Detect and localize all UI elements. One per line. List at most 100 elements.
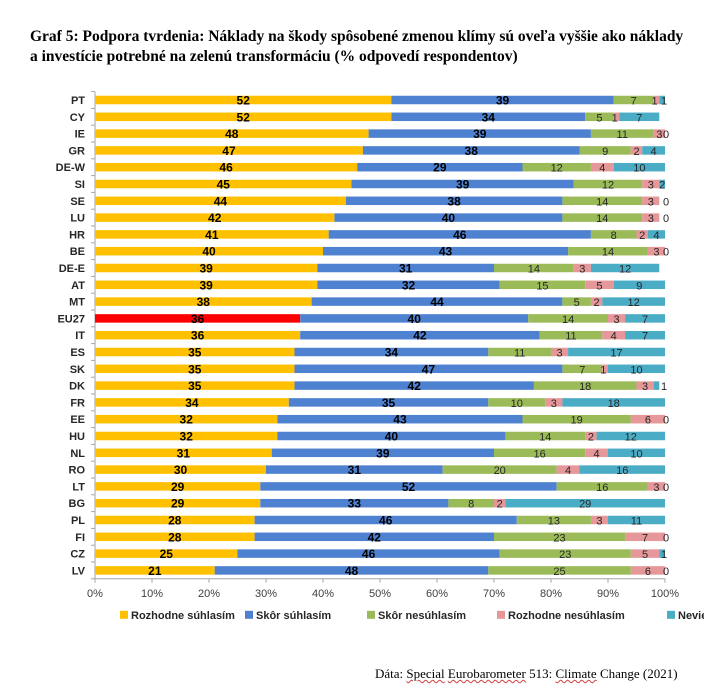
bar-segment [647, 482, 665, 491]
chart-title: Graf 5: Podpora tvrdenia: Náklady na ško… [30, 28, 684, 65]
data-label: 47 [422, 362, 436, 376]
bar-segment [95, 330, 301, 340]
data-label: 48 [345, 564, 359, 578]
data-label: 16 [533, 448, 545, 460]
data-label: 21 [148, 564, 162, 578]
x-tick-label: 40% [312, 588, 334, 600]
bar-segment [619, 112, 660, 122]
data-label: 14 [528, 264, 540, 276]
bar-segment [653, 381, 660, 390]
bar-segment [590, 230, 637, 239]
data-label: 0 [663, 566, 669, 578]
category-label: IE [75, 129, 85, 141]
data-label: 4 [599, 163, 605, 175]
category-label: SI [75, 179, 85, 191]
data-label: 32 [180, 413, 194, 427]
data-label: 25 [160, 547, 174, 561]
data-label: 12 [625, 432, 637, 444]
data-label: 36 [191, 312, 205, 326]
legend: Rozhodne súhlasím Skôr súhlasím Skôr nesúh… [120, 610, 704, 622]
bar-segment [317, 280, 500, 290]
data-label: 16 [596, 482, 608, 494]
category-label: RO [69, 465, 86, 477]
data-label: 39 [496, 94, 510, 108]
data-label: 32 [180, 430, 194, 444]
data-label: 14 [562, 314, 574, 326]
bar-segment [294, 347, 489, 357]
data-label: 2 [594, 297, 600, 309]
source-number: 513: [529, 666, 553, 681]
bar-segment [659, 179, 665, 189]
bar-segment [602, 364, 608, 374]
legend-swatch [120, 610, 128, 619]
data-label: 46 [362, 547, 376, 561]
bar-segment [642, 213, 660, 222]
category-label: FI [75, 532, 85, 544]
bar-segment [647, 230, 665, 239]
category-label: PT [71, 95, 85, 107]
data-label: 46 [453, 228, 467, 242]
data-label: 41 [205, 228, 219, 242]
bars [95, 95, 665, 575]
bar-segment [95, 465, 266, 474]
bar-segment [499, 549, 631, 558]
bar-segment [95, 448, 272, 458]
bar-segment [95, 532, 255, 542]
data-label: 39 [376, 446, 390, 460]
bar-segment [613, 95, 654, 105]
bar-segment [585, 280, 614, 290]
bar-segment [556, 465, 580, 474]
data-label: 31 [177, 446, 191, 460]
bar-segment [95, 364, 295, 374]
bar-segment [95, 414, 278, 424]
bar-segment [590, 129, 654, 138]
bar-segment [522, 414, 631, 424]
bar-segment [95, 549, 238, 558]
category-label: GR [69, 145, 86, 157]
data-label: 34 [185, 396, 199, 410]
data-label: 34 [482, 110, 496, 124]
data-label: 9 [602, 146, 608, 158]
data-label: 16 [616, 465, 628, 477]
x-tick-label: 100% [651, 588, 679, 600]
category-label: SK [70, 364, 85, 376]
data-label: 5 [642, 549, 648, 561]
bar-segment [573, 263, 591, 273]
bar-segment [568, 347, 665, 357]
bar-segment [573, 179, 643, 189]
bar-segment [630, 549, 660, 558]
data-label: 11 [565, 331, 576, 343]
bar-segment [613, 162, 665, 172]
data-label: 4 [594, 448, 600, 460]
bar-segment [659, 95, 665, 105]
category-labels: PT CY IE GR DE-W SI SE LU HR BE DE-E AT MT EU27 IT ES SK… [56, 95, 86, 577]
bar-segment [494, 448, 586, 458]
legend-label: Skôr nesúhlasím [378, 610, 466, 622]
x-tick-label: 90% [597, 588, 619, 600]
data-label: 40 [442, 211, 456, 225]
data-label: 30 [174, 463, 188, 477]
bar-segment [95, 263, 318, 273]
data-labels: 52 39 7 1 152 34 5 1 748 39 11 3 047 38 9 2 446 29 12 4 1045… [148, 94, 669, 578]
bar-segment [362, 146, 580, 155]
data-label: 8 [468, 499, 474, 511]
data-label: 2 [588, 432, 594, 444]
bar-segment [608, 314, 626, 323]
data-label: 10 [630, 364, 642, 376]
legend-label: Nevie [678, 610, 704, 622]
category-label: FR [70, 397, 85, 409]
category-label: DK [69, 381, 85, 393]
bar-segment [95, 129, 369, 138]
bar-segment [237, 549, 500, 558]
bar-segment [602, 297, 665, 306]
bar-segment [214, 566, 489, 575]
data-label: 7 [631, 96, 637, 108]
data-label: 5 [574, 297, 580, 309]
legend-label: Rozhodne súhlasím [131, 610, 235, 622]
data-label: 7 [642, 314, 648, 326]
bar-segment [494, 532, 626, 542]
bar-segment [505, 498, 665, 508]
category-label: AT [71, 280, 85, 292]
data-label: 38 [465, 144, 479, 158]
category-label: BE [70, 246, 85, 258]
